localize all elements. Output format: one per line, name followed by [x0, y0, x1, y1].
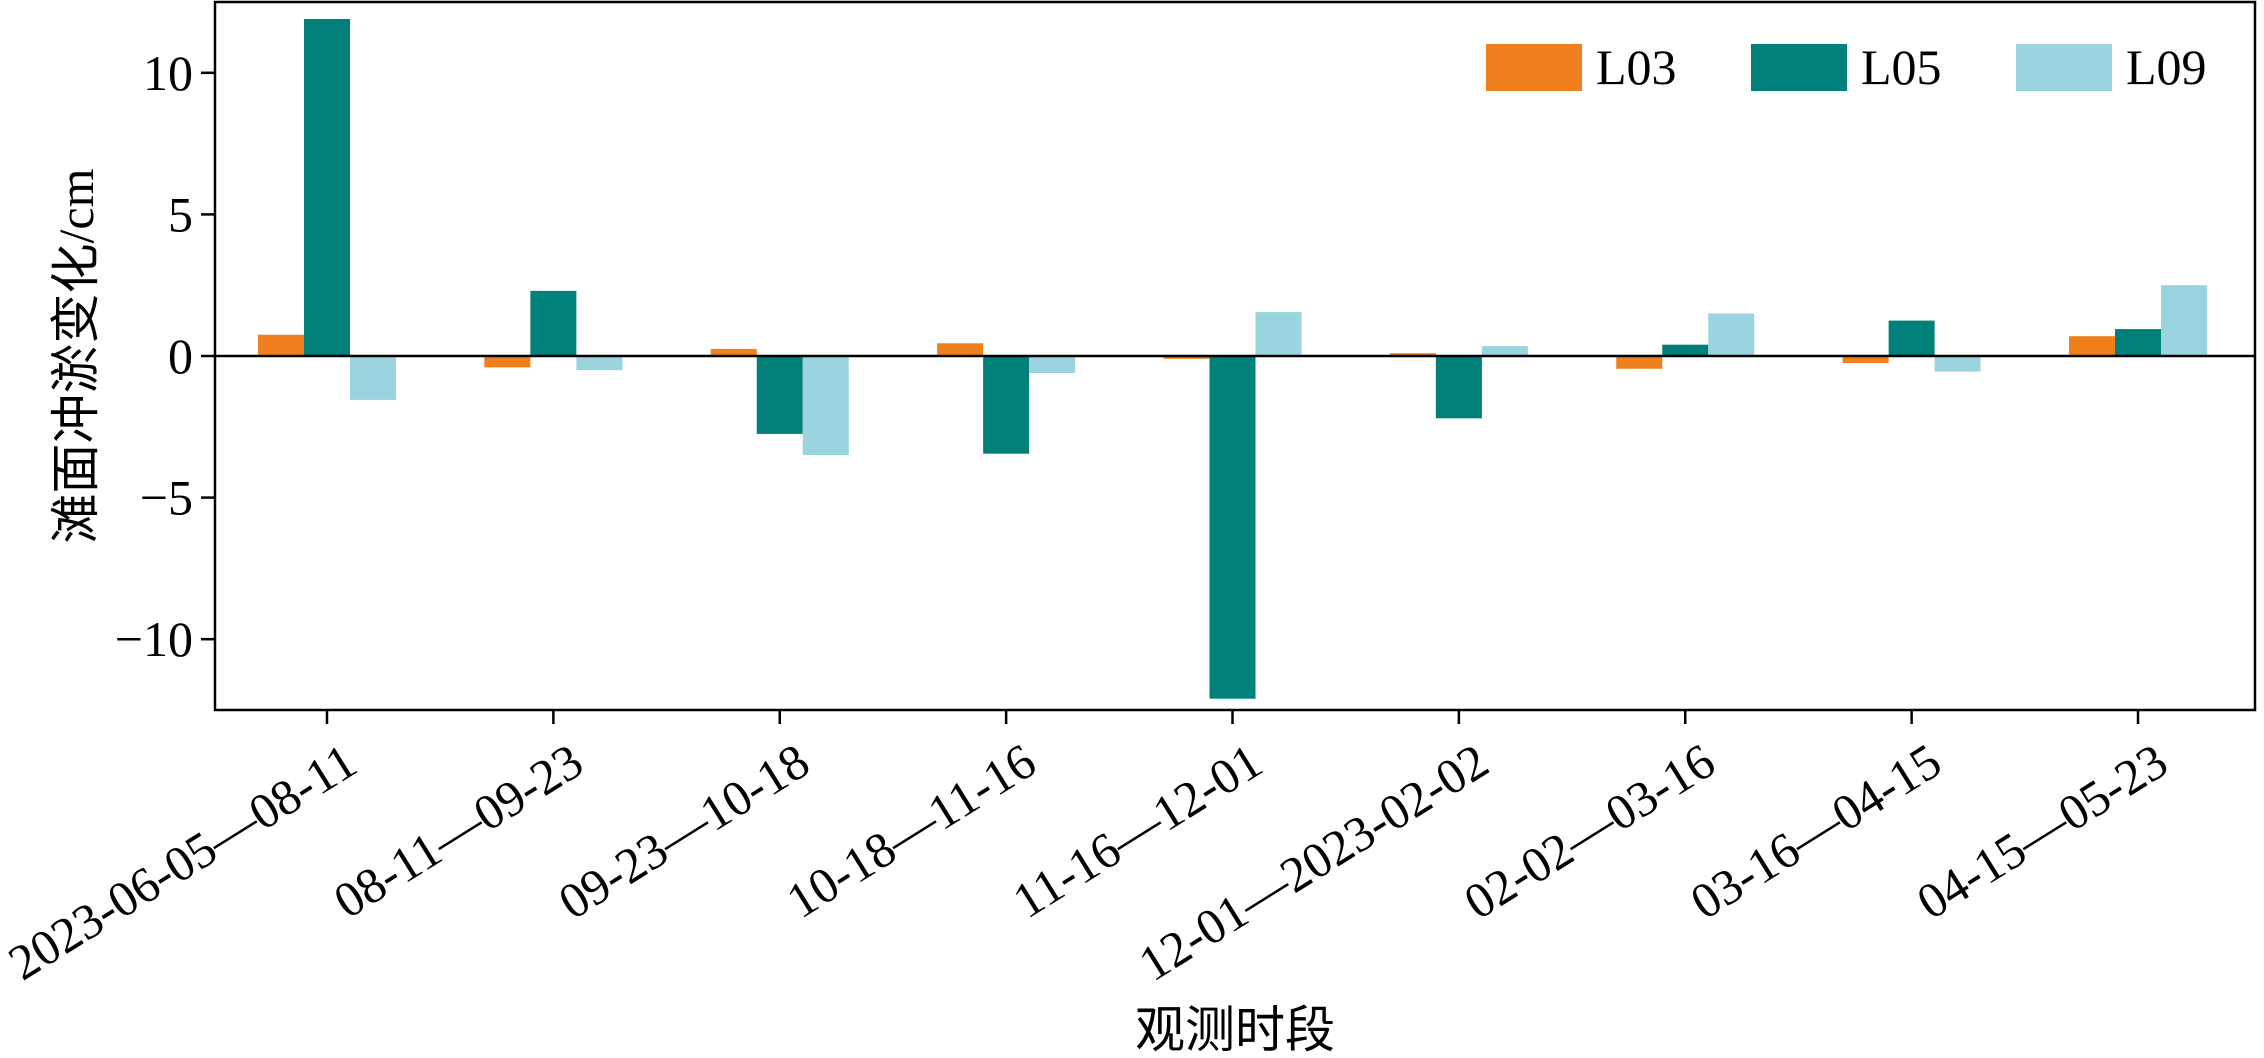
bar-l03-2 — [484, 356, 531, 368]
x-axis: 2023-06-05—08-1108-11—09-2309-23—10-1810… — [0, 710, 2177, 992]
bar-l05-2 — [530, 290, 577, 356]
legend: L03 L05 L09 — [1486, 39, 2207, 95]
bar-l03-5 — [1163, 356, 1210, 359]
bar-l05-3 — [756, 356, 803, 434]
x-tick-label: 03-16—04-15 — [1681, 732, 1951, 930]
bar-l05-5 — [1209, 356, 1256, 699]
y-tick-label: 10 — [143, 45, 193, 101]
bar-l03-8 — [1842, 356, 1889, 364]
bar-l05-6 — [1435, 356, 1482, 419]
x-tick-label: 08-11—09-23 — [324, 732, 592, 929]
y-tick-label: −5 — [140, 470, 193, 526]
bar-l09-2 — [576, 356, 623, 371]
legend-swatch-l09 — [2016, 44, 2112, 91]
y-tick-label: −10 — [115, 611, 193, 667]
bar-l03-9 — [2069, 336, 2115, 356]
y-axis-label: 滩面冲淤变化/cm — [48, 168, 104, 543]
x-tick-label: 2023-06-05—08-11 — [0, 732, 366, 990]
legend-label-l09: L09 — [2126, 39, 2207, 95]
bar-l03-1 — [258, 334, 304, 356]
bar-layer — [258, 18, 2207, 699]
bar-l05-8 — [1888, 320, 1935, 356]
x-tick-label: 02-02—03-16 — [1454, 732, 1724, 930]
bar-l09-6 — [1481, 346, 1528, 356]
bar-l09-9 — [2161, 285, 2207, 356]
legend-label-l05: L05 — [1861, 39, 1942, 95]
bar-l09-5 — [1255, 312, 1302, 356]
bar-l05-1 — [304, 18, 350, 356]
y-tick-label: 0 — [168, 328, 193, 384]
bar-l05-7 — [1662, 344, 1709, 356]
x-tick-label: 09-23—10-18 — [549, 732, 819, 930]
x-tick-label: 10-18—11-16 — [777, 732, 1045, 929]
bar-l05-4 — [983, 356, 1030, 454]
legend-label-l03: L03 — [1596, 39, 1677, 95]
bar-l03-6 — [1389, 353, 1436, 356]
x-axis-label: 观测时段 — [1135, 1002, 1335, 1058]
bar-l09-1 — [350, 356, 396, 400]
bar-l09-7 — [1708, 313, 1755, 356]
y-tick-label: 5 — [168, 186, 193, 242]
bar-l09-4 — [1029, 356, 1076, 373]
x-tick-label: 04-15—05-23 — [1907, 732, 2177, 930]
bar-l03-4 — [937, 343, 984, 356]
bar-l09-3 — [802, 356, 849, 456]
bar-l03-3 — [710, 348, 757, 356]
bar-l03-7 — [1616, 356, 1663, 369]
legend-swatch-l05 — [1751, 44, 1847, 91]
bar-l09-8 — [1934, 356, 1981, 372]
bar-l05-9 — [2115, 329, 2161, 356]
legend-swatch-l03 — [1486, 44, 1582, 91]
y-axis: −10 −5 0 5 10 — [115, 45, 215, 667]
